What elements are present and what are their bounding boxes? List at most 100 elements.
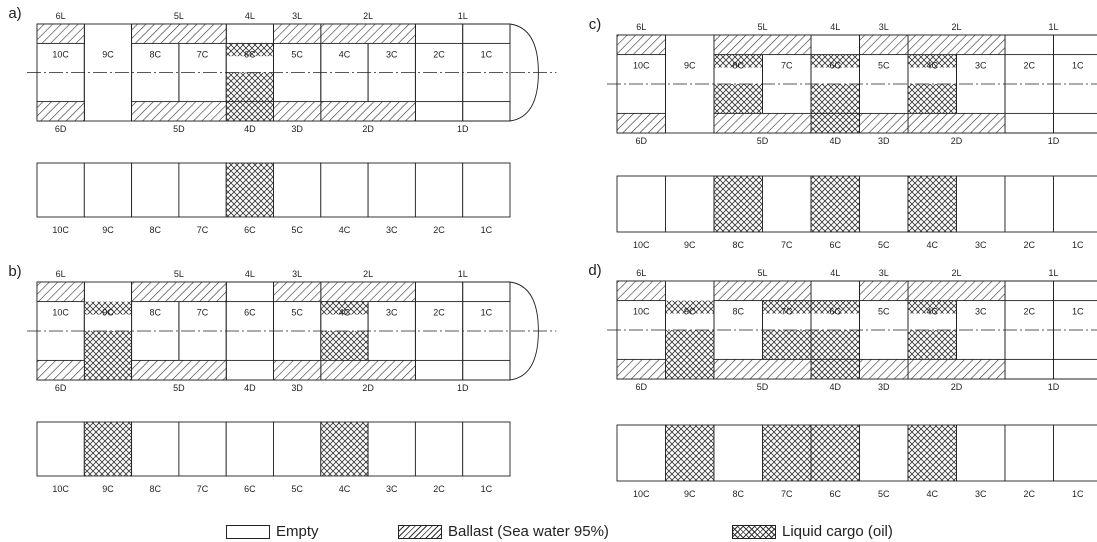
centre-tank-label: 3C xyxy=(975,307,987,317)
panel-a: a) 10C 9C 8C 7C 6C 5C 4C 3C 2C 1C 1L 2L 3L 4L 5L 6L 1D 2D 3… xyxy=(8,5,557,235)
elevation-tank xyxy=(462,162,511,218)
ballast-wing-tank xyxy=(616,34,666,56)
ballast-wing-tank xyxy=(320,281,416,303)
elevation-tank xyxy=(83,421,133,477)
elevation-tank xyxy=(225,421,274,477)
wing-tank-label: 4D xyxy=(244,124,256,134)
elevation-tank xyxy=(1004,175,1054,233)
centre-tank-label: 1C xyxy=(481,308,493,318)
elevation-tank-label: 7C xyxy=(197,484,209,494)
wing-tank-label: 6L xyxy=(636,22,646,32)
legend-item-empty: Empty xyxy=(226,523,319,540)
wing-tank xyxy=(225,359,274,381)
centre-tank-label: 5C xyxy=(878,307,890,317)
centre-tank-label: 9C xyxy=(684,61,696,71)
elevation-tank-label: 2C xyxy=(1023,240,1035,250)
elevation-tank-label: 3C xyxy=(975,489,987,499)
elevation-tank-label: 10C xyxy=(52,484,69,494)
cargo-bottom-band xyxy=(665,330,714,379)
elevation-tank-label: 4C xyxy=(926,489,938,499)
centre-tank-label: 10C xyxy=(633,307,650,317)
legend-item-cargo: Liquid cargo (oil) xyxy=(732,523,893,540)
wing-tank-label: 2D xyxy=(951,136,963,146)
wing-tank-label: 3L xyxy=(292,11,302,21)
elevation-tank-label: 5C xyxy=(878,240,890,250)
centre-tank-label: 5C xyxy=(291,308,303,318)
centre-tank-label: 2C xyxy=(433,308,445,318)
centre-tank-label: 6C xyxy=(244,308,256,318)
ballast-swatch-icon xyxy=(398,524,442,539)
elevation-tank xyxy=(83,162,133,218)
ballast-wing-tank xyxy=(131,359,227,381)
wing-tank-label: 4D xyxy=(829,136,841,146)
centre-tank-label: 8C xyxy=(149,49,161,59)
empty-swatch-icon xyxy=(226,524,270,539)
wing-tank-label: 6D xyxy=(55,383,67,393)
wing-tank-label: 6L xyxy=(56,11,66,21)
elevation-tank-label: 10C xyxy=(633,240,650,250)
panel-c: c) 10C 9C 8C 7C 6C 5C 4C 3C 2C 1C 1L 2L 3L 4L 5L 6L 1D 2D 3… xyxy=(589,16,1097,250)
wing-tank-label: 3D xyxy=(878,136,890,146)
elevation-tank xyxy=(956,424,1006,482)
ballast-wing-tank xyxy=(273,359,322,381)
ballast-wing-tank xyxy=(273,23,322,44)
elevation-tank-label: 9C xyxy=(684,240,696,250)
centre-tank-label: 4C xyxy=(926,307,938,317)
centre-tank-label: 1C xyxy=(1072,307,1084,317)
elevation-tank xyxy=(1004,424,1054,482)
ballast-wing-tank xyxy=(713,34,812,56)
elevation-tank-label: 1C xyxy=(481,484,493,494)
centre-tank-label: 1C xyxy=(481,49,493,59)
cargo-top-band xyxy=(811,300,860,314)
centre-tank-label: 3C xyxy=(386,308,398,318)
cargo-top-band xyxy=(908,300,957,314)
panel-label: b) xyxy=(8,263,21,280)
elevation-tank xyxy=(414,421,464,477)
ballast-wing-tank xyxy=(320,359,416,381)
elevation-tank xyxy=(273,421,322,477)
elevation-tank-label: 1C xyxy=(481,225,493,235)
ballast-wing-tank xyxy=(36,23,85,44)
centre-tank-label: 1C xyxy=(1072,61,1084,71)
legend-label: Ballast (Sea water 95%) xyxy=(448,523,609,540)
elevation-tank xyxy=(225,162,274,218)
wing-tank-label: 1D xyxy=(1048,382,1060,392)
cargo-top-band xyxy=(811,54,860,68)
wing-tank xyxy=(810,280,860,302)
elevation-tank xyxy=(907,424,957,482)
elevation-tank xyxy=(1053,424,1097,482)
elevation-tank-label: 6C xyxy=(244,225,256,235)
centre-tank-label: 10C xyxy=(52,308,69,318)
centre-tank-label: 8C xyxy=(732,307,744,317)
centre-tank-label: 4C xyxy=(339,49,351,59)
elevation-tank-label: 10C xyxy=(52,225,69,235)
wing-tank-label: 4L xyxy=(830,22,840,32)
elevation-tank xyxy=(713,424,763,482)
wing-tank-label: 6D xyxy=(635,136,647,146)
loading-cases-diagram: a) 10C 9C 8C 7C 6C 5C 4C 3C 2C 1C 1L 2L 3L 4L 5L 6L 1D 2D 3… xyxy=(8,5,1097,499)
wing-tank-label: 2L xyxy=(951,22,961,32)
elevation-tank-label: 9C xyxy=(102,484,114,494)
wing-tank-label: 5L xyxy=(174,11,184,21)
centre-tank-label: 2C xyxy=(433,49,445,59)
centre-tank-label: 8C xyxy=(732,61,744,71)
elevation-tank xyxy=(36,162,85,218)
elevation-tank xyxy=(616,175,666,233)
wing-tank-label: 1D xyxy=(457,383,469,393)
elevation-tank xyxy=(713,175,763,233)
centre-tank-label: 9C xyxy=(684,307,696,317)
wing-tank-label: 5L xyxy=(757,22,767,32)
elevation-tank-label: 9C xyxy=(684,489,696,499)
cargo-bottom-band xyxy=(811,84,860,133)
centre-tank-label: 8C xyxy=(149,308,161,318)
wing-tank-label: 3D xyxy=(291,124,303,134)
elevation-tank xyxy=(131,162,180,218)
panel-label: a) xyxy=(8,5,21,22)
wing-tank-label: 4D xyxy=(244,383,256,393)
centre-tank-label: 4C xyxy=(339,308,351,318)
centre-tank-label: 10C xyxy=(52,49,69,59)
ballast-wing-tank xyxy=(131,23,227,44)
elevation-tank xyxy=(367,421,416,477)
centre-tank-label: 6C xyxy=(829,61,841,71)
